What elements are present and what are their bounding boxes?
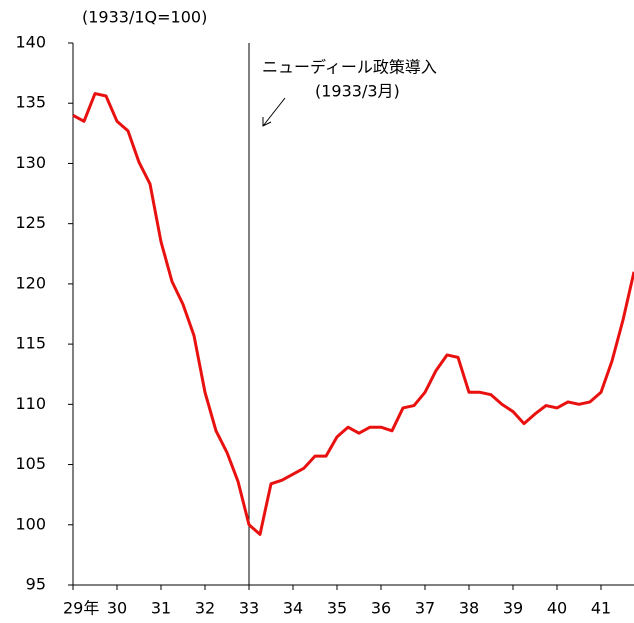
y-tick-label: 130 [15,153,46,172]
arrow [262,97,286,127]
x-tick-label: 31 [151,599,171,618]
y-tick-label: 105 [15,454,46,473]
annotation-sub: (1933/3月) [315,82,400,101]
y-tick-label: 135 [15,93,46,112]
x-tick-label: 35 [327,599,347,618]
x-tick-label: 39 [503,599,523,618]
y-tick-label: 125 [15,213,46,232]
y-tick-label: 100 [15,514,46,533]
y-tick-label: 95 [26,575,46,594]
y-tick-label: 140 [15,33,46,52]
x-tick-label: 38 [459,599,479,618]
x-tick-label: 37 [415,599,435,618]
x-tick-label: 32 [195,599,215,618]
x-tick-label: 30 [107,599,127,618]
x-tick-label: 33 [239,599,259,618]
annotation: ニューディール政策導入 [262,58,437,77]
y-tick-label: 110 [15,394,46,413]
y-tick-label: 120 [15,273,46,292]
x-tick-label: 36 [371,599,391,618]
y-tick-label: 115 [15,334,46,353]
x-tick-label: 40 [547,599,567,618]
x-tick-label: 34 [283,599,303,618]
x-tick-label: 29年 [63,599,99,618]
unit-label: (1933/1Q=100) [82,8,207,27]
line [72,92,634,536]
x-tick-label: 41 [591,599,611,618]
